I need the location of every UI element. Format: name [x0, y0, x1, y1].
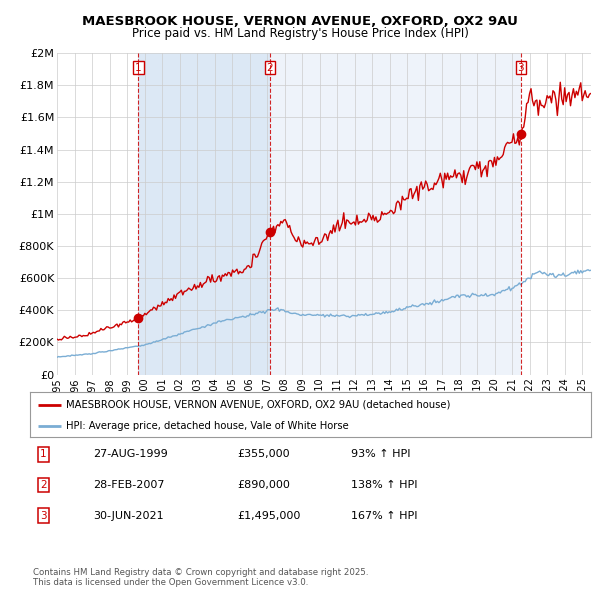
Text: 93% ↑ HPI: 93% ↑ HPI: [351, 450, 410, 459]
Text: HPI: Average price, detached house, Vale of White Horse: HPI: Average price, detached house, Vale…: [67, 421, 349, 431]
Text: 2: 2: [40, 480, 47, 490]
Text: £890,000: £890,000: [237, 480, 290, 490]
Text: £355,000: £355,000: [237, 450, 290, 459]
Text: 3: 3: [40, 511, 47, 520]
Text: Price paid vs. HM Land Registry's House Price Index (HPI): Price paid vs. HM Land Registry's House …: [131, 27, 469, 40]
Text: 138% ↑ HPI: 138% ↑ HPI: [351, 480, 418, 490]
Text: £1,495,000: £1,495,000: [237, 511, 301, 520]
Text: MAESBROOK HOUSE, VERNON AVENUE, OXFORD, OX2 9AU (detached house): MAESBROOK HOUSE, VERNON AVENUE, OXFORD, …: [67, 400, 451, 409]
Text: 2: 2: [266, 63, 273, 73]
Text: 1: 1: [135, 63, 142, 73]
Text: MAESBROOK HOUSE, VERNON AVENUE, OXFORD, OX2 9AU: MAESBROOK HOUSE, VERNON AVENUE, OXFORD, …: [82, 15, 518, 28]
Text: 1: 1: [40, 450, 47, 459]
Text: 30-JUN-2021: 30-JUN-2021: [93, 511, 164, 520]
Text: Contains HM Land Registry data © Crown copyright and database right 2025.
This d: Contains HM Land Registry data © Crown c…: [33, 568, 368, 587]
Text: 167% ↑ HPI: 167% ↑ HPI: [351, 511, 418, 520]
Bar: [139, 53, 270, 375]
Bar: [270, 53, 521, 375]
Text: 27-AUG-1999: 27-AUG-1999: [93, 450, 168, 459]
Text: 28-FEB-2007: 28-FEB-2007: [93, 480, 164, 490]
Text: 3: 3: [518, 63, 524, 73]
